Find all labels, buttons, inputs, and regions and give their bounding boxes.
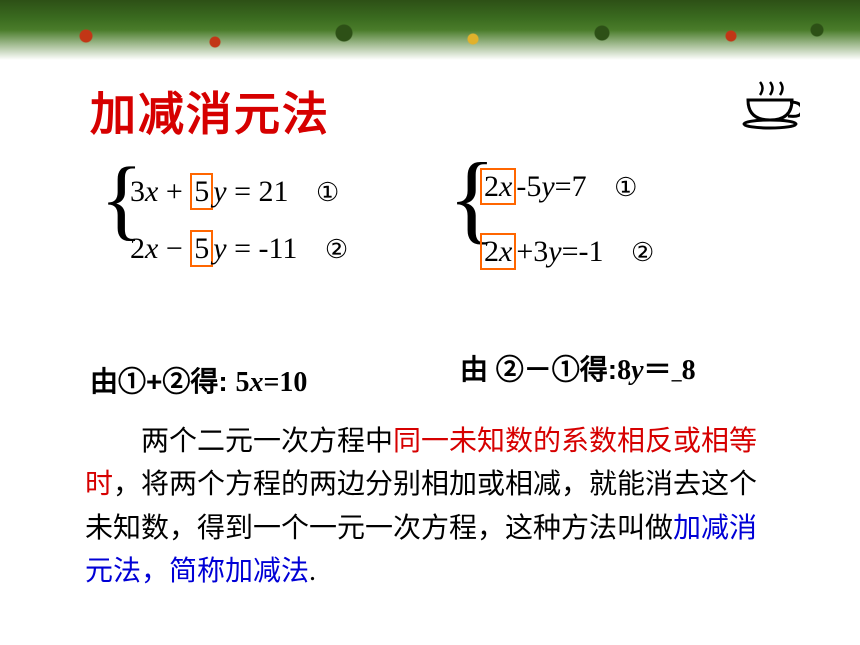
- neg-sign: –: [672, 369, 682, 391]
- decorative-leaf-border: [0, 0, 860, 60]
- text-black: 两个二元一次方程中: [141, 426, 393, 457]
- coef: 2: [484, 235, 499, 268]
- eq-sign: =: [234, 232, 251, 265]
- rhs: =10: [263, 367, 307, 398]
- coef: 5: [194, 232, 209, 265]
- boxed-coef: 5: [190, 173, 213, 210]
- var-y: y: [548, 235, 561, 268]
- result-prefix: 由①+②得:: [90, 366, 235, 397]
- var-y: y: [213, 232, 226, 265]
- coef: -5: [516, 170, 541, 203]
- var-y: y: [631, 355, 643, 386]
- rhs: 8: [682, 355, 696, 386]
- rhs: =-1: [562, 235, 604, 268]
- op: −: [166, 232, 183, 265]
- var-x: x: [249, 367, 263, 398]
- coef: 2: [484, 170, 499, 203]
- result-left: 由①+②得: 5x=10: [90, 360, 307, 400]
- coef: 5: [235, 367, 249, 398]
- var-y: y: [213, 175, 226, 208]
- eq-number: ①: [614, 173, 637, 203]
- eq-left-1: 3x + 5y = 21 ①: [130, 173, 348, 210]
- rhs: 21: [259, 175, 289, 208]
- system-right: { 2x-5y=7 ① 2x+3y=-1 ②: [480, 160, 654, 278]
- op: +: [166, 175, 183, 208]
- result-right: 由 ②－①得:8y＝–8: [460, 348, 696, 392]
- coef: +3: [516, 235, 548, 268]
- boxed-coef: 2x: [480, 233, 516, 270]
- eq-left-2: 2x − 5y = -11 ②: [130, 230, 348, 267]
- boxed-coef: 2x: [480, 168, 516, 205]
- equation-systems: { 3x + 5y = 21 ① 2x − 5y = -11 ② { 2x-5y…: [60, 160, 800, 340]
- var-y: y: [541, 170, 554, 203]
- eq-right-2: 2x+3y=-1 ②: [480, 233, 654, 270]
- var-x: x: [499, 170, 512, 203]
- boxed-coef: 5: [190, 230, 213, 267]
- system-left: { 3x + 5y = 21 ① 2x − 5y = -11 ②: [130, 165, 348, 275]
- eq-right-1: 2x-5y=7 ①: [480, 168, 654, 205]
- eq-number: ①: [316, 178, 339, 208]
- result-prefix: 由 ②－①得:: [460, 354, 617, 385]
- var-x: x: [145, 175, 158, 208]
- text-black: .: [309, 556, 316, 587]
- eq-number: ②: [631, 238, 654, 268]
- var-x: x: [499, 235, 512, 268]
- coef: 2: [130, 232, 145, 265]
- coef: 3: [130, 175, 145, 208]
- indent: [85, 426, 141, 457]
- explanation-paragraph: 两个二元一次方程中同一未知数的系数相反或相等时，将两个方程的两边分别相加或相减，…: [85, 420, 785, 594]
- var-x: x: [145, 232, 158, 265]
- eq-sign: =: [234, 175, 251, 208]
- rhs: =7: [555, 170, 587, 203]
- page-title: 加减消元法: [90, 78, 330, 144]
- cup-icon: [740, 80, 800, 130]
- rhs: -11: [259, 232, 298, 265]
- eq-sign: ＝: [644, 355, 672, 386]
- coef: 5: [194, 175, 209, 208]
- coef: 8: [617, 355, 631, 386]
- eq-number: ②: [325, 235, 348, 265]
- text-black: ，将两个方程的两边分别相加或相减，就能消去这个未知数，得到一个一元一次方程，这种…: [85, 469, 757, 543]
